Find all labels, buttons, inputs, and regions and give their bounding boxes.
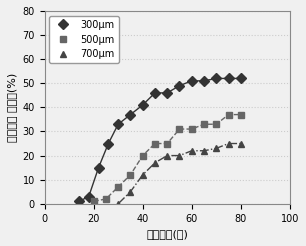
- 300μm: [202, 79, 206, 82]
- 700μm: [227, 142, 230, 145]
- 300μm: [227, 77, 230, 80]
- 300μm: [178, 84, 181, 87]
- Line: 300μm: 300μm: [76, 75, 244, 205]
- 500μm: [153, 142, 157, 145]
- 300μm: [166, 92, 169, 94]
- 300μm: [106, 142, 110, 145]
- 300μm: [87, 195, 91, 198]
- 500μm: [104, 198, 108, 200]
- 700μm: [116, 202, 120, 205]
- 300μm: [153, 92, 157, 94]
- 500μm: [166, 142, 169, 145]
- 700μm: [239, 142, 243, 145]
- 500μm: [129, 173, 132, 176]
- 300μm: [215, 77, 218, 80]
- 300μm: [116, 123, 120, 126]
- 300μm: [239, 77, 243, 80]
- 500μm: [227, 113, 230, 116]
- 700μm: [153, 161, 157, 164]
- 300μm: [77, 200, 81, 203]
- 500μm: [116, 185, 120, 188]
- 300μm: [141, 104, 144, 107]
- Y-axis label: 블리스터 발생률(%): 블리스터 발생률(%): [7, 73, 17, 142]
- 700μm: [215, 147, 218, 150]
- Line: 700μm: 700μm: [115, 140, 244, 207]
- X-axis label: 시험기간(일): 시험기간(일): [146, 229, 188, 239]
- 500μm: [239, 113, 243, 116]
- Legend: 300μm, 500μm, 700μm: 300μm, 500μm, 700μm: [50, 16, 119, 63]
- 500μm: [178, 128, 181, 131]
- 500μm: [202, 123, 206, 126]
- 700μm: [190, 149, 194, 152]
- 500μm: [92, 200, 95, 203]
- 700μm: [166, 154, 169, 157]
- 500μm: [141, 154, 144, 157]
- 500μm: [215, 123, 218, 126]
- 700μm: [129, 190, 132, 193]
- 500μm: [190, 128, 194, 131]
- 700μm: [141, 173, 144, 176]
- 700μm: [178, 154, 181, 157]
- 300μm: [129, 113, 132, 116]
- 300μm: [97, 166, 100, 169]
- Line: 500μm: 500μm: [90, 111, 244, 205]
- 700μm: [202, 149, 206, 152]
- 300μm: [190, 79, 194, 82]
